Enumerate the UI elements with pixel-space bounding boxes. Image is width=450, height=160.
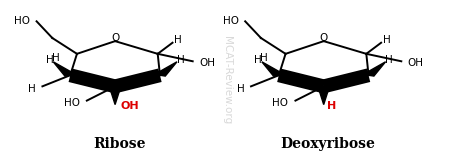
- Text: H: H: [28, 84, 36, 94]
- Text: H: H: [254, 55, 262, 65]
- Text: H: H: [260, 53, 268, 63]
- Text: H: H: [175, 35, 182, 45]
- Polygon shape: [53, 62, 76, 76]
- Text: H: H: [52, 53, 59, 63]
- Text: HO: HO: [14, 16, 30, 26]
- Text: O: O: [320, 33, 328, 43]
- Text: OH: OH: [199, 58, 215, 68]
- Text: MCAT-Review.org: MCAT-Review.org: [222, 36, 232, 124]
- Text: H: H: [385, 55, 393, 65]
- Text: HO: HO: [63, 98, 80, 108]
- Text: HO: HO: [272, 98, 288, 108]
- Text: OH: OH: [121, 101, 139, 111]
- Polygon shape: [363, 62, 386, 76]
- Text: Ribose: Ribose: [93, 137, 146, 151]
- Text: HO: HO: [223, 16, 239, 26]
- Text: H: H: [46, 55, 54, 65]
- Polygon shape: [109, 86, 121, 105]
- Polygon shape: [155, 62, 177, 76]
- Text: H: H: [383, 35, 391, 45]
- Text: H: H: [177, 55, 184, 65]
- Text: OH: OH: [408, 58, 423, 68]
- Text: H: H: [327, 101, 337, 111]
- Polygon shape: [262, 62, 284, 76]
- Text: O: O: [111, 33, 119, 43]
- Polygon shape: [318, 86, 329, 105]
- Text: H: H: [237, 84, 245, 94]
- Text: Deoxyribose: Deoxyribose: [281, 137, 376, 151]
